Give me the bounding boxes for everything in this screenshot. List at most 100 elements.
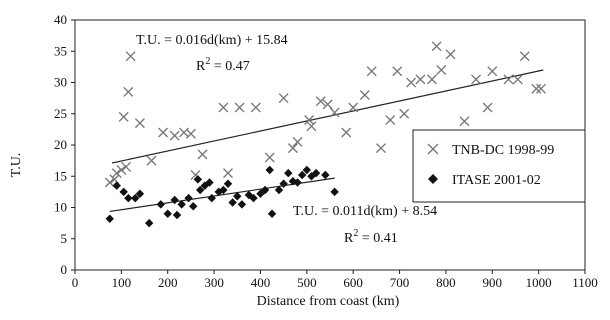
x-tick-label: 0 (72, 275, 79, 290)
data-point-tnb-dc (121, 161, 131, 172)
data-point-itase (330, 187, 339, 197)
y-tick-label: 40 (54, 12, 67, 27)
data-point-tnb-dc (169, 130, 180, 141)
data-point-itase (144, 218, 154, 228)
r-squared-itase: R2 = 0.41 (344, 228, 398, 246)
data-point-tnb-dc (427, 74, 437, 85)
data-point-itase (135, 189, 145, 198)
data-point-itase (233, 192, 242, 201)
legend: TNB-DC 1998-99 ITASE 2001-02 (412, 129, 586, 203)
data-point-itase (112, 181, 121, 190)
data-point-tnb-dc (304, 115, 315, 125)
data-point-itase (156, 200, 165, 209)
data-point-tnb-dc (123, 86, 134, 97)
data-point-tnb-dc (111, 168, 122, 179)
data-point-tnb-dc (306, 121, 317, 132)
x-tick-label: 100 (112, 275, 132, 290)
data-point-tnb-dc (376, 143, 386, 154)
legend-label-tnb-dc: TNB-DC 1998-99 (452, 143, 554, 158)
data-point-itase (284, 168, 293, 178)
x-tick-label: 1000 (526, 275, 552, 290)
y-tick-label: 0 (61, 262, 68, 277)
y-tick-label: 20 (54, 137, 67, 152)
data-point-tnb-dc (436, 65, 447, 75)
legend-box (412, 129, 586, 203)
series-itase (105, 165, 339, 228)
data-point-tnb-dc (503, 74, 514, 85)
series-tnb-dc (104, 41, 546, 188)
data-point-itase (293, 178, 302, 187)
data-point-tnb-dc (134, 118, 145, 129)
x-tick-label: 700 (390, 275, 410, 290)
r-squared-value: = 0.47 (210, 59, 249, 74)
data-point-itase (223, 179, 233, 188)
data-point-tnb-dc (292, 136, 303, 147)
y-tick-label: 15 (54, 168, 67, 183)
data-point-tnb-dc (512, 74, 523, 85)
data-point-tnb-dc (278, 93, 289, 104)
legend-diamond-marker-icon (428, 174, 438, 184)
r-squared-superscript: 2 (353, 228, 358, 239)
y-tick-label: 5 (61, 231, 68, 246)
data-point-tnb-dc (519, 51, 530, 62)
y-axis-ticks: 0 5 10 15 20 25 30 35 40 (54, 12, 75, 277)
data-point-tnb-dc (459, 116, 470, 127)
data-point-tnb-dc (118, 111, 129, 122)
data-point-tnb-dc (315, 96, 326, 107)
legend-x-marker-icon (427, 143, 439, 155)
data-point-tnb-dc (471, 74, 482, 85)
data-point-itase (119, 187, 128, 197)
data-point-itase (200, 181, 210, 190)
data-point-itase (260, 185, 270, 195)
data-point-tnb-dc (264, 152, 275, 163)
fit-equation-itase: T.U. = 0.011d(km) + 8.54 (293, 204, 437, 219)
data-point-tnb-dc (431, 41, 442, 52)
data-point-itase (177, 200, 186, 209)
data-point-tnb-dc (385, 115, 396, 125)
data-point-tnb-dc (487, 66, 498, 77)
fit-line-tnb-dc (111, 69, 544, 164)
data-point-itase (193, 175, 203, 184)
data-point-itase (105, 214, 114, 223)
data-point-tnb-dc (415, 74, 426, 85)
data-point-tnb-dc (218, 102, 229, 113)
data-point-itase (228, 198, 237, 207)
data-point-tnb-dc (322, 99, 333, 110)
fit-equation-tnb-dc: T.U. = 0.016d(km) + 15.84 (136, 33, 288, 48)
data-point-tnb-dc (158, 127, 169, 138)
data-point-tnb-dc (125, 51, 136, 62)
data-point-itase (267, 209, 277, 218)
y-tick-label: 30 (54, 75, 67, 90)
data-point-itase (172, 210, 182, 220)
y-axis-label: T.U. (9, 153, 24, 178)
data-point-itase (195, 185, 205, 195)
x-axis-label: Distance from coast (km) (257, 294, 400, 309)
r-squared-tnb-dc: R2 = 0.47 (196, 56, 250, 74)
data-point-tnb-dc (406, 77, 417, 88)
x-tick-label: 500 (297, 275, 317, 290)
data-point-tnb-dc (535, 83, 546, 94)
data-point-itase (131, 193, 140, 203)
data-point-itase (297, 170, 307, 180)
data-point-tnb-dc (250, 102, 261, 113)
data-point-itase (274, 185, 284, 195)
data-point-tnb-dc (341, 127, 352, 138)
data-point-itase (207, 193, 216, 203)
data-point-tnb-dc (366, 66, 377, 77)
x-tick-label: 800 (436, 275, 456, 290)
data-point-itase (279, 179, 288, 188)
data-point-tnb-dc (359, 90, 370, 100)
data-point-itase (302, 165, 312, 175)
data-point-itase (184, 193, 193, 203)
data-point-tnb-dc (287, 143, 298, 154)
data-point-tnb-dc (329, 107, 340, 118)
data-point-itase (249, 193, 258, 203)
data-point-tnb-dc (185, 128, 196, 139)
y-tick-label: 25 (54, 106, 67, 121)
x-tick-label: 300 (204, 275, 224, 290)
r-squared-symbol: R (196, 59, 206, 74)
data-point-tnb-dc (482, 102, 493, 113)
data-point-itase (219, 185, 228, 195)
x-tick-label: 600 (343, 275, 363, 290)
